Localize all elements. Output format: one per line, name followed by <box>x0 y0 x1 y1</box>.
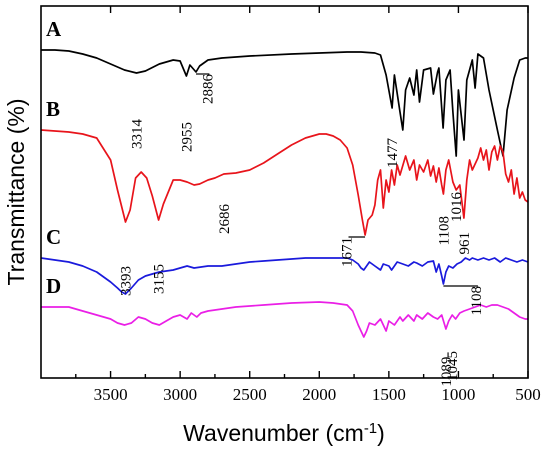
x-tick-label-1500: 1500 <box>372 385 406 404</box>
peak-label-D-1089: 1089 <box>439 357 455 387</box>
x-tick-label-3500: 3500 <box>94 385 128 404</box>
series-line-D <box>41 301 528 338</box>
x-tick-label-2000: 2000 <box>302 385 336 404</box>
x-axis-title: Wavenumber (cm-1) <box>183 420 385 446</box>
plot-area: A B C D 3314 2955 2886 1477 1016 3393 3155 2686 1671… <box>40 17 529 387</box>
x-tick-label-3000: 3000 <box>163 385 197 404</box>
peak-label-A-2886: 2886 <box>200 74 216 105</box>
series-label-B: B <box>46 97 60 121</box>
peak-label-A-2955: 2955 <box>179 122 195 152</box>
x-tick-label-2500: 2500 <box>233 385 267 404</box>
peak-label-A-3314: 3314 <box>129 119 145 150</box>
y-axis-title: Transmittance (%) <box>3 98 29 285</box>
peak-label-B-2686: 2686 <box>217 204 233 235</box>
peak-label-B-1108: 1108 <box>436 216 452 245</box>
peak-label-A-1477: 1477 <box>385 138 401 169</box>
peak-label-B-961: 961 <box>457 232 473 255</box>
peak-label-B-3155: 3155 <box>152 264 168 294</box>
peak-label-D-1045: 1045 <box>445 351 461 381</box>
x-axis-title-superscript: -1 <box>364 420 377 437</box>
x-tick-label-500: 500 <box>515 385 541 404</box>
series-line-A <box>41 49 528 157</box>
x-tick-label-1000: 1000 <box>441 385 475 404</box>
series-line-C <box>40 257 529 295</box>
peak-label-B-1671: 1671 <box>340 237 356 267</box>
peak-label-B-3393: 3393 <box>118 266 134 296</box>
series-line-B <box>40 129 529 236</box>
peak-label-A-1016: 1016 <box>449 192 465 223</box>
series-label-D: D <box>46 274 61 298</box>
series-label-C: C <box>46 225 61 249</box>
x-axis-title-close: ) <box>377 420 385 446</box>
series-label-A: A <box>46 17 62 41</box>
peak-label-C-1108: 1108 <box>469 286 485 315</box>
x-axis: 3500 3000 2500 2000 1500 1000 500 <box>75 6 541 404</box>
